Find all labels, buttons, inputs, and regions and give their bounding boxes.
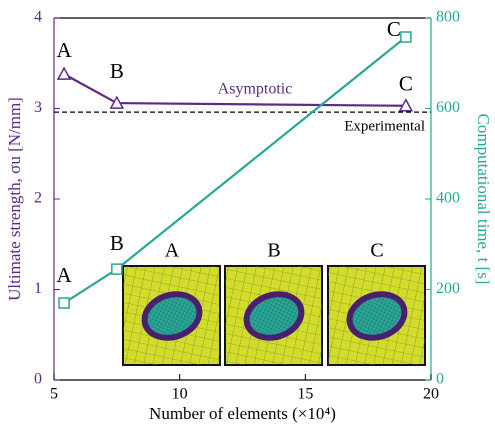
inset-image <box>328 266 425 365</box>
y2-tick-label: 200 <box>436 280 460 297</box>
point-label: C <box>387 17 401 41</box>
series-label: Asymptotic <box>218 81 293 98</box>
x-tick-label: 5 <box>50 386 58 403</box>
y-tick-label: 1 <box>34 280 42 297</box>
marker <box>401 32 411 42</box>
inset-image <box>225 266 322 365</box>
marker <box>58 68 70 79</box>
y-tick-label: 0 <box>34 371 42 388</box>
point-label: A <box>56 263 72 287</box>
x-tick-label: 20 <box>423 386 439 403</box>
point-label: C <box>399 72 413 96</box>
inset-image <box>123 266 220 365</box>
x-tick-label: 15 <box>297 386 313 403</box>
y2-tick-label: 400 <box>436 190 460 207</box>
chart: 5101520012340200400600800Number of eleme… <box>0 0 495 431</box>
reference-label: Experimental <box>344 119 425 135</box>
x-tick-label: 10 <box>172 386 188 403</box>
inset-label: A <box>165 240 180 262</box>
point-label: A <box>56 38 72 62</box>
inset-label: C <box>370 240 383 262</box>
y-tick-label: 3 <box>34 99 42 116</box>
y2-tick-label: 0 <box>436 371 444 388</box>
y2-axis-label: Computational time, t [s] <box>474 114 493 285</box>
inset-label: B <box>267 240 280 262</box>
x-axis-label: Number of elements (×10⁴) <box>149 404 336 423</box>
marker <box>59 298 69 308</box>
y2-tick-label: 600 <box>436 99 460 116</box>
y-tick-label: 2 <box>34 190 42 207</box>
y2-tick-label: 800 <box>436 9 460 26</box>
point-label: B <box>110 59 124 83</box>
point-label: B <box>110 231 124 255</box>
marker <box>112 264 122 274</box>
y-axis-label: Ultimate strength, σu [N/mm] <box>5 97 24 301</box>
y-tick-label: 4 <box>34 9 42 26</box>
